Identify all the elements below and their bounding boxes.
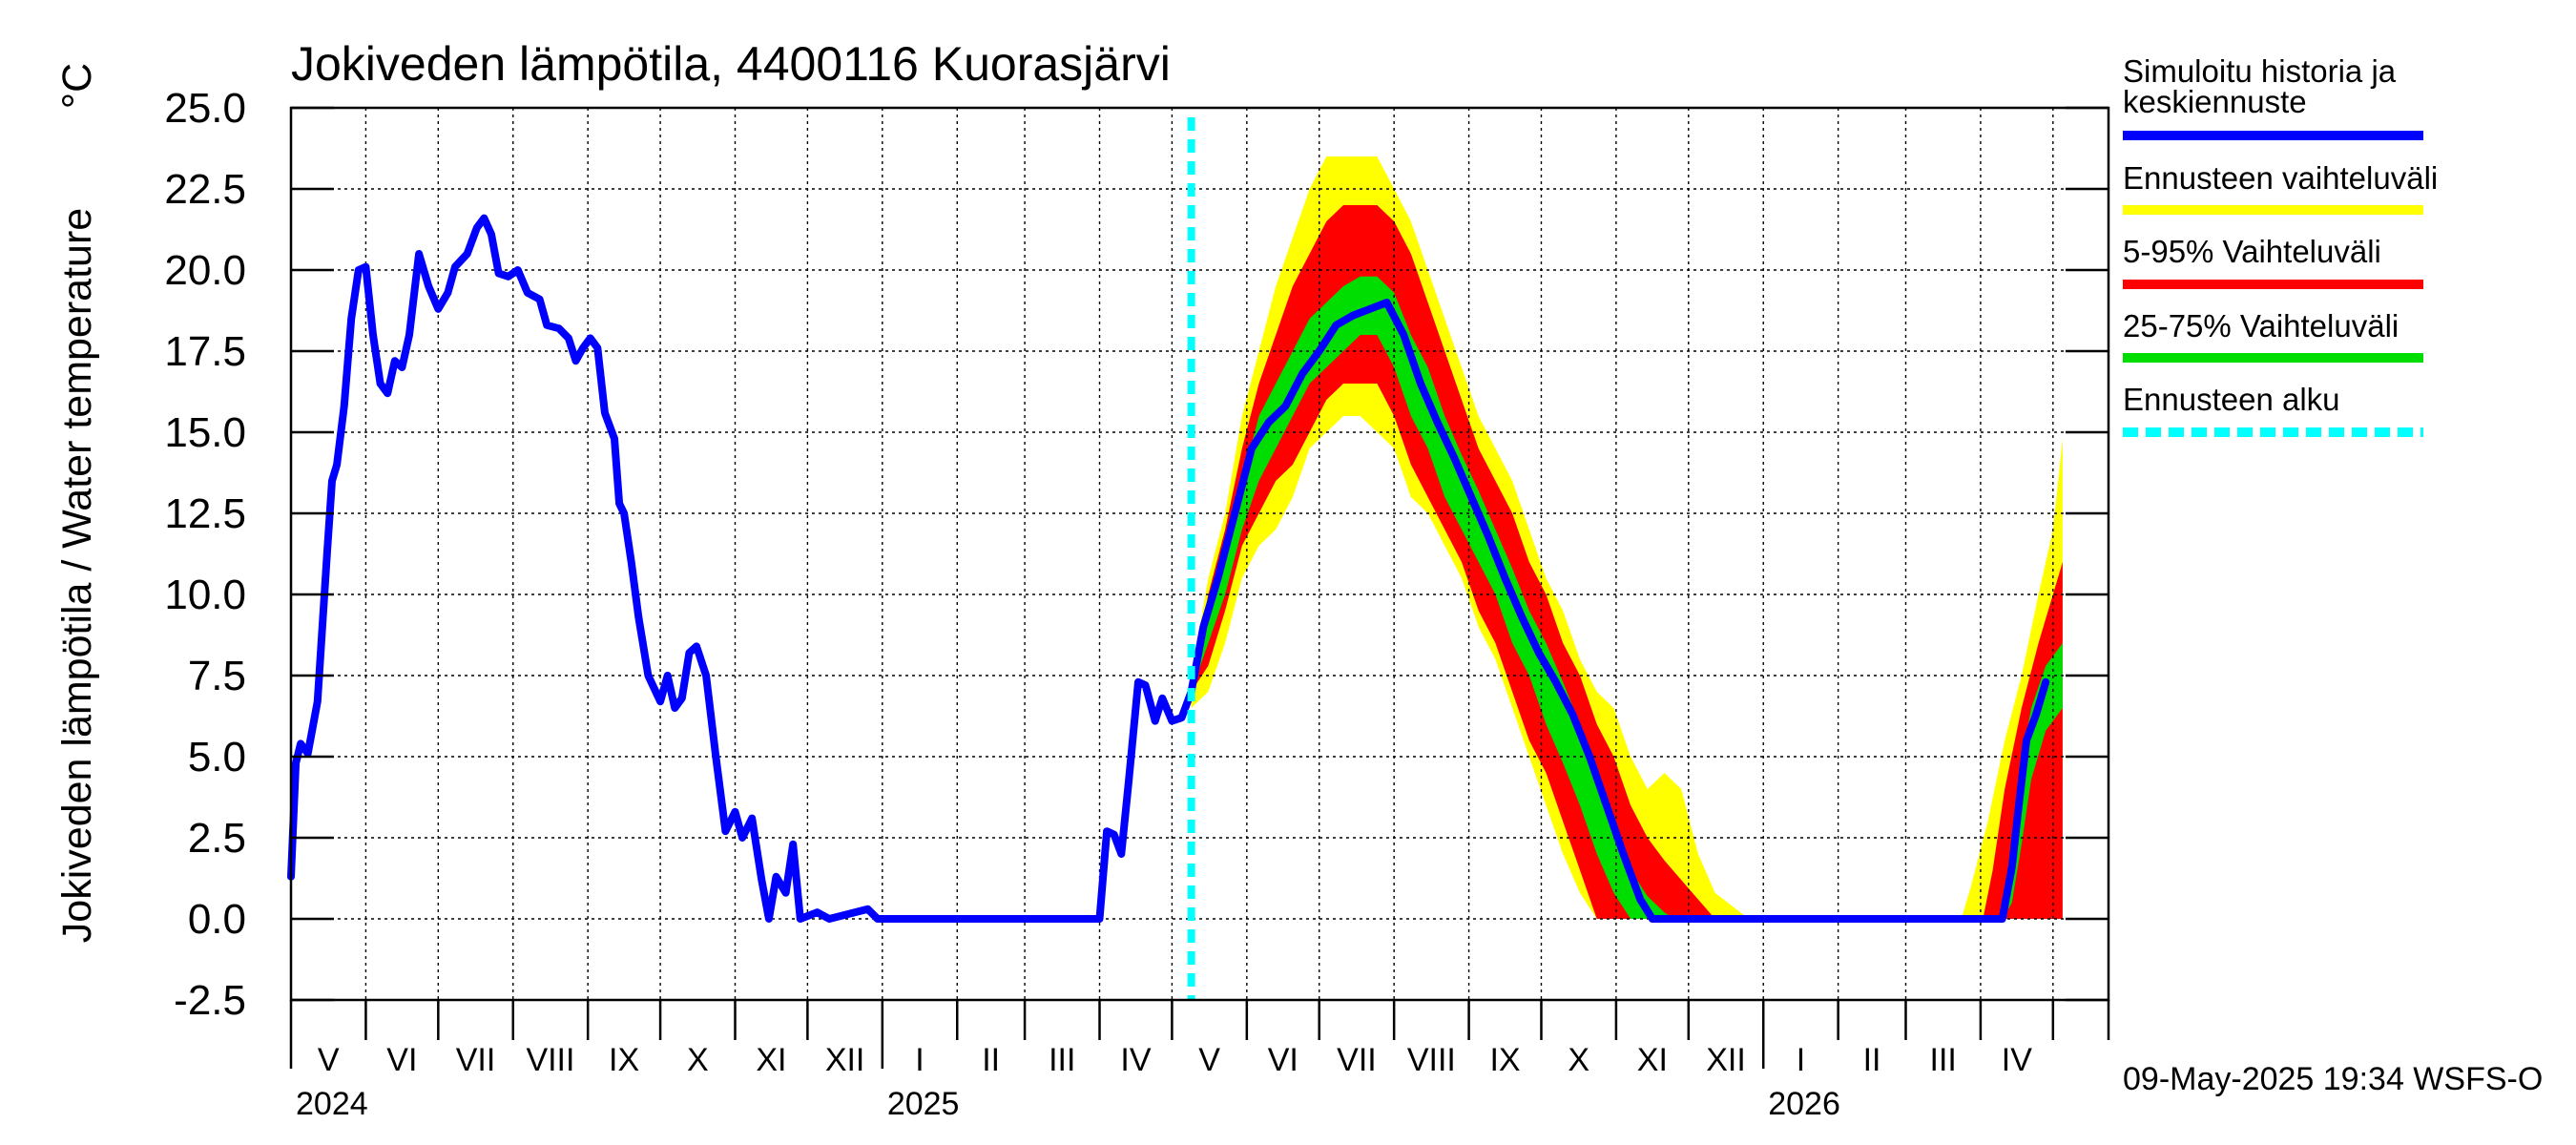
y-axis-label: Jokiveden lämpötila / Water temperature bbox=[54, 208, 100, 943]
month-label: V bbox=[318, 1042, 340, 1078]
y-tick-label: 2.5 bbox=[188, 815, 246, 862]
month-label: V bbox=[1198, 1042, 1220, 1078]
y-tick-label: 10.0 bbox=[164, 572, 246, 618]
y-tick-label: 22.5 bbox=[164, 166, 246, 213]
month-label: X bbox=[687, 1042, 709, 1078]
y-axis-unit: °C bbox=[54, 63, 100, 109]
y-tick-label: 12.5 bbox=[164, 490, 246, 537]
y-tick-label: 17.5 bbox=[164, 328, 246, 375]
grid-lines bbox=[291, 107, 2109, 1001]
month-label: I bbox=[1797, 1042, 1805, 1078]
month-label: XII bbox=[1706, 1042, 1746, 1078]
year-label: 2025 bbox=[887, 1086, 960, 1122]
month-label: XII bbox=[825, 1042, 865, 1078]
y-tick-label: 20.0 bbox=[164, 247, 246, 294]
month-label: XI bbox=[1637, 1042, 1668, 1078]
year-label: 2026 bbox=[1768, 1086, 1840, 1122]
y-tick-label: -2.5 bbox=[174, 977, 246, 1024]
footer-timestamp: 09-May-2025 19:34 WSFS-O bbox=[2123, 1061, 2543, 1097]
y-tick-label: 0.0 bbox=[188, 896, 246, 943]
month-label: XI bbox=[756, 1042, 786, 1078]
x-axis-labels: V VI VII VIII IX X XI XII I II III IV V VI VII VIII IX X X… bbox=[296, 1042, 2032, 1122]
y-tick-label: 25.0 bbox=[164, 85, 246, 132]
chart-title: Jokiveden lämpötila, 4400116 Kuorasjärvi bbox=[291, 37, 1171, 91]
plot-frame bbox=[289, 106, 2110, 1002]
legend-label: Ennusteen alku bbox=[2123, 382, 2340, 417]
month-label: IX bbox=[609, 1042, 639, 1078]
month-label: IV bbox=[1120, 1042, 1151, 1078]
axes bbox=[289, 106, 2110, 1069]
legend-label: Simuloitu historia ja bbox=[2123, 53, 2397, 89]
month-label: II bbox=[1863, 1042, 1881, 1078]
month-label: VI bbox=[386, 1042, 417, 1078]
month-label: VIII bbox=[1407, 1042, 1456, 1078]
y-tick-label: 5.0 bbox=[188, 734, 246, 781]
forecast-bands bbox=[1191, 156, 2063, 919]
y-tick-labels: 25.0 22.5 20.0 17.5 15.0 12.5 10.0 7.5 5.0 2.5 0.0… bbox=[164, 85, 246, 1024]
legend-label: 25-75% Vaihteluväli bbox=[2123, 308, 2399, 344]
month-label: IX bbox=[1489, 1042, 1520, 1078]
series-line-mean bbox=[287, 214, 2050, 923]
month-label: III bbox=[1930, 1042, 1957, 1078]
month-label: VI bbox=[1268, 1042, 1298, 1078]
month-label: III bbox=[1049, 1042, 1075, 1078]
month-label: X bbox=[1568, 1042, 1589, 1078]
legend-label: keskiennuste bbox=[2123, 84, 2307, 119]
month-label: IV bbox=[2002, 1042, 2032, 1078]
month-label: VIII bbox=[526, 1042, 574, 1078]
month-label: I bbox=[915, 1042, 924, 1078]
year-label: 2024 bbox=[296, 1086, 368, 1122]
month-label: VII bbox=[1337, 1042, 1377, 1078]
month-label: VII bbox=[456, 1042, 496, 1078]
legend-label: 5-95% Vaihteluväli bbox=[2123, 234, 2381, 269]
mean-series bbox=[287, 214, 2050, 923]
y-tick-label: 15.0 bbox=[164, 409, 246, 456]
y-tick-label: 7.5 bbox=[188, 653, 246, 699]
legend-label: Ennusteen vaihteluväli bbox=[2123, 160, 2438, 196]
month-label: II bbox=[982, 1042, 1000, 1078]
